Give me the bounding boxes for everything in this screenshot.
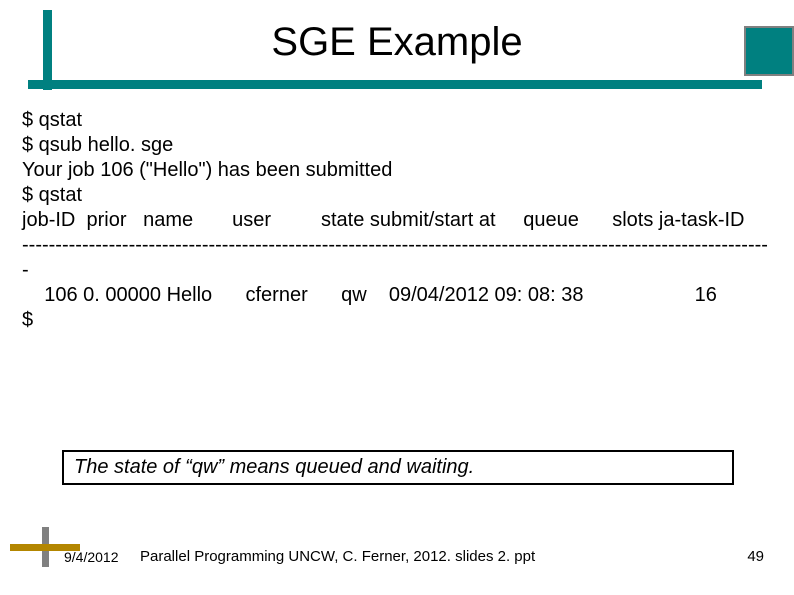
title-rule-vert (43, 10, 52, 90)
slide-title: SGE Example (0, 20, 794, 65)
title-rule (28, 80, 762, 89)
footer-center: Parallel Programming UNCW, C. Ferner, 20… (140, 548, 535, 565)
footer-page: 49 (747, 548, 764, 565)
footer-date: 9/4/2012 (64, 549, 119, 565)
terminal-output: $ qstat $ qsub hello. sge Your job 106 (… (22, 108, 772, 333)
note-box: The state of “qw” means queued and waiti… (62, 450, 734, 485)
